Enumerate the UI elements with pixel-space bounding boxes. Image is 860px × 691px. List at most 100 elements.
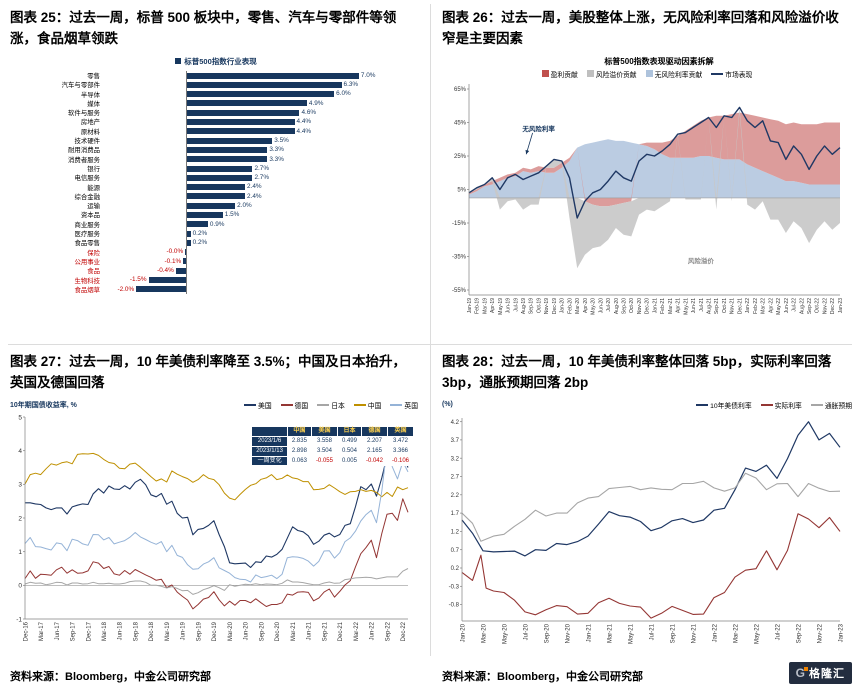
- svg-text:Dec-19: Dec-19: [212, 621, 218, 641]
- bar-plot: 3.3%: [104, 155, 396, 164]
- bar-plot: 2.4%: [104, 182, 396, 191]
- svg-text:May-21: May-21: [683, 298, 689, 315]
- govt-bond-yield-chart: 5 4 3 2 1 0 -1 Dec-16 Mar-17 Jun-17 Sep-17 Dec-17 Ma…: [10, 412, 418, 657]
- svg-text:Mar-21: Mar-21: [291, 621, 297, 641]
- svg-text:Dec-18: Dec-18: [149, 621, 155, 641]
- svg-text:Sep-21: Sep-21: [714, 298, 720, 314]
- svg-text:Dec-19: Dec-19: [552, 298, 558, 314]
- svg-text:25%: 25%: [454, 154, 467, 160]
- table-cell: 3.558: [310, 435, 338, 447]
- bar-row: 医疗服务 0.2%: [36, 229, 396, 238]
- bar-label: 技术硬件: [74, 138, 100, 146]
- svg-text:Jan-23: Jan-23: [838, 298, 844, 314]
- bar-row: 银行 2.7%: [36, 164, 396, 173]
- legend-box-icon: [645, 70, 653, 78]
- chart28-legend: 10年美债利率 实际利率 通胀预期: [696, 400, 852, 410]
- sp500-sector-bar-chart: 标普500指数行业表现 零售 7.0% 汽车与零部件 6.3% 半导体 6.0%…: [36, 56, 396, 294]
- bar: [185, 230, 191, 237]
- svg-text:Sep-19: Sep-19: [529, 298, 535, 314]
- bar-plot: 6.3%: [104, 80, 396, 89]
- chart28-axis-title: (%): [442, 401, 453, 409]
- table-cell: 2.898: [286, 445, 312, 457]
- bar: [185, 81, 342, 88]
- svg-text:0: 0: [18, 582, 22, 589]
- legend-item: 无风险利率贡献: [645, 69, 702, 79]
- svg-text:Sep-20: Sep-20: [544, 623, 550, 643]
- logo-g-icon: G: [795, 666, 809, 680]
- table-cell: 3.504: [310, 445, 338, 457]
- bar-row: 技术硬件 3.5%: [36, 136, 396, 145]
- bar-label: 运输: [87, 203, 100, 211]
- bar-label: 半导体: [80, 91, 100, 99]
- svg-text:Apr-22: Apr-22: [768, 298, 774, 313]
- svg-text:4.2: 4.2: [451, 420, 460, 426]
- bar-label: 电信服务: [74, 175, 100, 183]
- bar: [185, 128, 295, 135]
- bar-row: 保险 -0.0%: [36, 247, 396, 257]
- bar-value: 2.4%: [247, 183, 262, 191]
- svg-text:May-22: May-22: [776, 298, 782, 315]
- svg-text:Dec-22: Dec-22: [830, 298, 836, 314]
- bar-label: 食品烟草: [74, 286, 100, 294]
- figure-26-panel: 图表 26：过去一周，美股整体上涨，无风险利率回落和风险溢价收窄是主要因素 标普…: [442, 8, 852, 334]
- svg-text:Sep-20: Sep-20: [622, 298, 628, 314]
- svg-text:Nov-21: Nov-21: [730, 298, 736, 314]
- svg-text:3.7: 3.7: [451, 438, 460, 444]
- svg-text:Sep-19: Sep-19: [196, 621, 202, 641]
- svg-text:1.2: 1.2: [451, 529, 460, 535]
- bar-value: 1.5%: [224, 211, 240, 219]
- svg-text:Jul-21: Jul-21: [699, 298, 705, 312]
- svg-text:Mar-18: Mar-18: [102, 621, 108, 641]
- svg-text:Jan-23: Jan-23: [838, 623, 844, 642]
- bar-label: 资本品: [80, 212, 100, 220]
- bar-plot: 7.0%: [104, 71, 396, 80]
- svg-text:Mar-21: Mar-21: [668, 298, 674, 314]
- svg-text:-35%: -35%: [452, 254, 467, 260]
- table-cell: -0.042: [360, 455, 388, 467]
- bar: [185, 137, 273, 144]
- bar-row: 零售 7.0%: [36, 71, 396, 80]
- svg-text:Dec-16: Dec-16: [23, 621, 29, 641]
- svg-text:Sep-21: Sep-21: [670, 623, 676, 643]
- bar-value: -0.0%: [166, 248, 184, 256]
- legend-line-icon: [810, 403, 823, 406]
- bar-value: 0.2%: [192, 239, 208, 247]
- bar: [185, 156, 268, 163]
- svg-text:5%: 5%: [457, 187, 466, 193]
- svg-text:Oct-22: Oct-22: [815, 298, 821, 313]
- svg-text:Jun-19: Jun-19: [506, 298, 512, 314]
- svg-text:May-20: May-20: [502, 623, 508, 644]
- bar-row: 食品 -0.4%: [36, 266, 396, 275]
- svg-text:Nov-20: Nov-20: [637, 298, 643, 314]
- svg-text:Mar-20: Mar-20: [481, 623, 487, 643]
- legend-line-icon: [696, 403, 709, 406]
- zero-axis: [185, 70, 187, 294]
- bar-label: 生物科技: [74, 277, 100, 285]
- legend-item: 中国: [353, 400, 381, 410]
- bar-plot: 6.0%: [104, 89, 396, 98]
- bar-value: 3.5%: [274, 136, 289, 144]
- svg-text:Jul-21: Jul-21: [649, 623, 655, 640]
- svg-text:4: 4: [18, 448, 22, 455]
- figure-25-title: 图表 25：过去一周，标普 500 板块中，零售、汽车与零部件等领涨，食品烟草领…: [10, 10, 397, 46]
- svg-text:Sep-22: Sep-22: [385, 621, 391, 641]
- legend-item: 市场表现: [711, 69, 752, 79]
- bar-row: 食品烟草 -2.0%: [36, 285, 396, 294]
- legend-line-icon: [390, 403, 403, 406]
- bar: [185, 184, 246, 191]
- bar-row: 食品零售 0.2%: [36, 238, 396, 247]
- bar-row: 资本品 1.5%: [36, 210, 396, 219]
- bar-row: 公用事业 -0.1%: [36, 257, 396, 266]
- bar-plot: 0.2%: [104, 229, 396, 238]
- bar-chart-area: 零售 7.0% 汽车与零部件 6.3% 半导体 6.0% 媒体 4.9% 软件与…: [36, 70, 396, 294]
- svg-text:2.2: 2.2: [451, 493, 460, 499]
- svg-text:Jun-21: Jun-21: [691, 298, 697, 314]
- bar-value: 3.3%: [269, 146, 284, 154]
- source-right: 资料来源：Bloomberg，中金公司研究部: [442, 671, 644, 683]
- vertical-divider: [430, 4, 431, 656]
- bar-label: 商业服务: [74, 221, 100, 229]
- svg-text:Mar-19: Mar-19: [482, 298, 488, 314]
- bar-label: 食品: [87, 268, 100, 276]
